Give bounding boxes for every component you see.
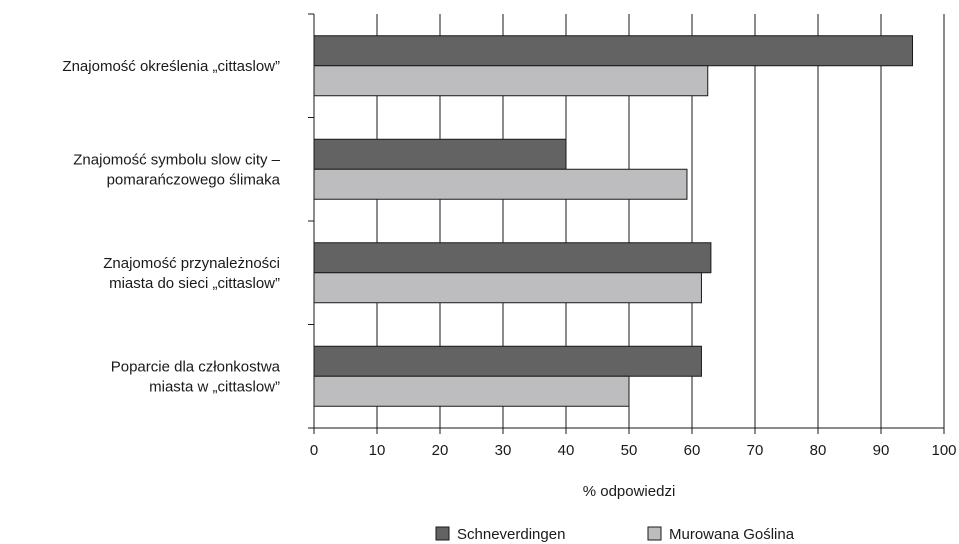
bar-series-2 — [313, 65, 709, 97]
x-tick-label: 90 — [873, 442, 890, 459]
legend-label: Schneverdingen — [457, 526, 565, 543]
bar-series-2 — [313, 272, 702, 304]
legend-swatch — [647, 526, 662, 541]
bar-series-1 — [313, 345, 702, 377]
category-label: Poparcie dla członkostwa miasta w „cittas… — [111, 358, 281, 395]
bar-series-1 — [313, 35, 913, 67]
legend-label: Murowana Goślina — [669, 526, 795, 543]
x-tick-label: 50 — [621, 442, 638, 459]
x-tick-label: 20 — [432, 442, 449, 459]
x-tick-label: 0 — [310, 442, 318, 459]
x-tick-label: 30 — [495, 442, 512, 459]
category-label: Znajomość przynależności miasta do sieci … — [103, 255, 280, 292]
category-labels: Znajomość określenia „cittaslow” Znajomoś… — [62, 58, 280, 396]
bars — [313, 35, 913, 407]
bar-series-1 — [313, 242, 712, 274]
bar-series-1 — [313, 138, 567, 170]
x-tick-label: 80 — [810, 442, 827, 459]
x-tick-labels: 0 10 20 30 40 50 60 70 80 90 100 — [310, 442, 957, 459]
category-label: Znajomość symbolu slow city – pomarańczow… — [73, 151, 280, 188]
x-axis-title: % odpowiedzi — [583, 483, 676, 500]
x-tick-label: 60 — [684, 442, 701, 459]
x-tick-label: 100 — [931, 442, 956, 459]
legend: Schneverdingen Murowana Goślina — [435, 526, 795, 543]
x-tick-label: 70 — [747, 442, 764, 459]
x-tick-label: 40 — [558, 442, 575, 459]
category-label: Znajomość określenia „cittaslow” — [62, 58, 280, 75]
bar-series-2 — [313, 168, 688, 200]
bar-series-2 — [313, 375, 630, 407]
x-tick-label: 10 — [369, 442, 386, 459]
legend-swatch — [435, 526, 450, 541]
axes — [308, 13, 945, 434]
